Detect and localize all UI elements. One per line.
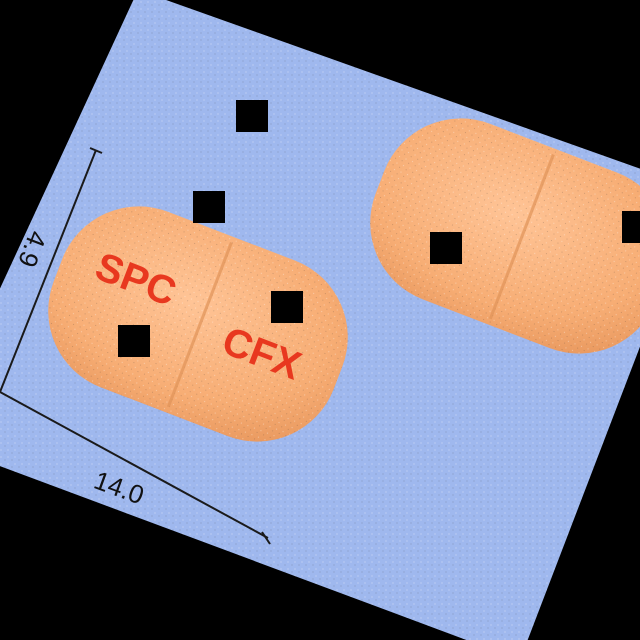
right-pill [370, 118, 640, 354]
occlusion-square [32, 522, 64, 554]
occlusion-square [271, 291, 303, 323]
right-pill-seam [488, 154, 555, 320]
left-pill-seam [166, 242, 233, 408]
occlusion-square [118, 325, 150, 357]
occlusion-square [430, 232, 462, 264]
left-pill: SPC CFX [48, 206, 348, 442]
occlusion-square [236, 100, 268, 132]
occlusion-square [193, 191, 225, 223]
occlusion-square [622, 211, 640, 243]
